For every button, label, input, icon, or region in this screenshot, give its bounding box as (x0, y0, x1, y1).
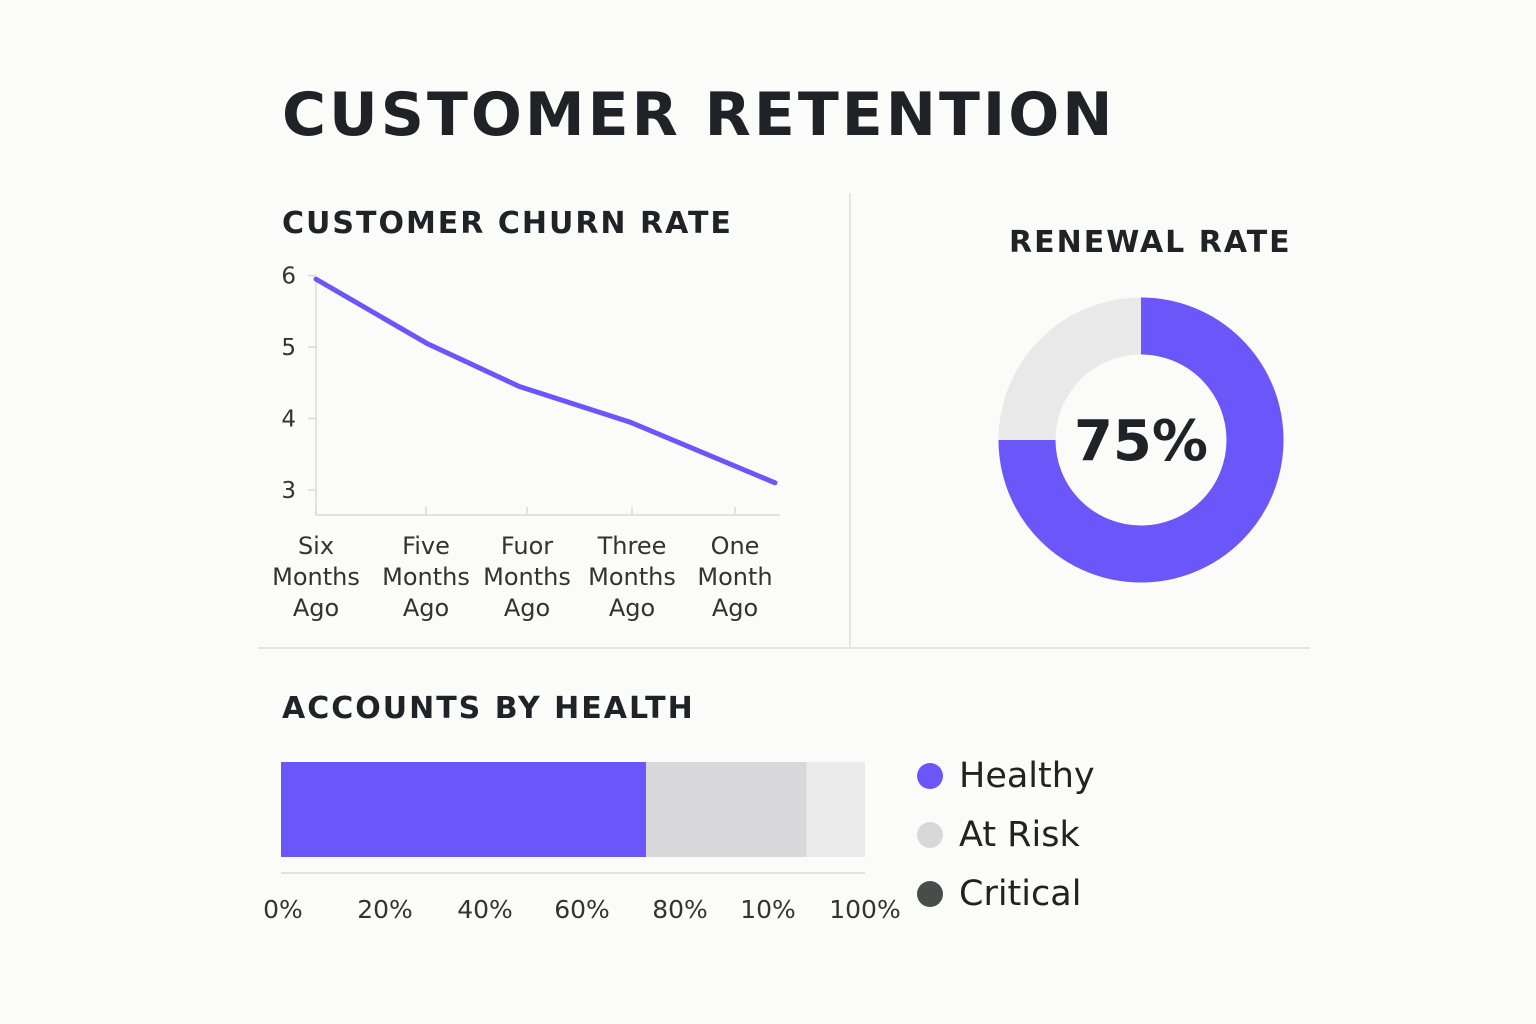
legend-item-healthy: Healthy (917, 754, 1095, 798)
x-tick-label: Fuor Months Ago (483, 532, 571, 622)
donut-center-label: 75% (1074, 409, 1208, 474)
legend-item-at-risk: At Risk (917, 813, 1095, 857)
x-tick-label: 10% (740, 895, 796, 924)
health-legend: Healthy At Risk Critical (917, 754, 1095, 916)
bar-segment-critical (806, 762, 865, 857)
donut-value-arc (998, 297, 1284, 583)
x-tick-label: Six Months Ago (272, 532, 360, 622)
renewal-donut-chart: 75% (998, 297, 1284, 583)
x-tick-label: 100% (829, 895, 900, 924)
legend-label-healthy: Healthy (959, 756, 1095, 796)
churn-chart-title: CUSTOMER CHURN RATE (282, 206, 733, 241)
y-tick-label: 3 (281, 478, 296, 504)
legend-label-critical: Critical (959, 874, 1082, 914)
health-stacked-bar: 0% 20% 40% 60% 80% 10% 100% (263, 762, 901, 924)
x-tick-label: 20% (357, 895, 413, 924)
legend-label-at-risk: At Risk (959, 815, 1080, 855)
y-tick-label: 4 (281, 407, 296, 433)
vertical-divider (849, 193, 851, 647)
health-chart-title: ACCOUNTS BY HEALTH (282, 691, 695, 726)
legend-item-critical: Critical (917, 872, 1095, 916)
bar-segment-at-risk (646, 762, 807, 857)
x-tick-label: 40% (457, 895, 513, 924)
x-tick-label: Three Months Ago (588, 532, 676, 622)
churn-series-line (313, 276, 778, 486)
x-tick-label: 80% (652, 895, 708, 924)
x-tick-label: 60% (554, 895, 610, 924)
x-tick-label: Five Months Ago (382, 532, 470, 622)
legend-dot-healthy (917, 763, 943, 789)
x-tick-label: 0% (263, 895, 303, 924)
legend-dot-critical (917, 881, 943, 907)
y-tick-label: 6 (281, 264, 296, 290)
page-title: CUSTOMER RETENTION (282, 80, 1116, 150)
y-tick-label: 5 (281, 335, 296, 361)
legend-dot-at-risk (917, 822, 943, 848)
x-tick-label: One Month Ago (697, 532, 772, 622)
horizontal-divider (258, 647, 1310, 649)
bar-segment-healthy (281, 762, 646, 857)
renewal-chart-title: RENEWAL RATE (1009, 225, 1292, 260)
